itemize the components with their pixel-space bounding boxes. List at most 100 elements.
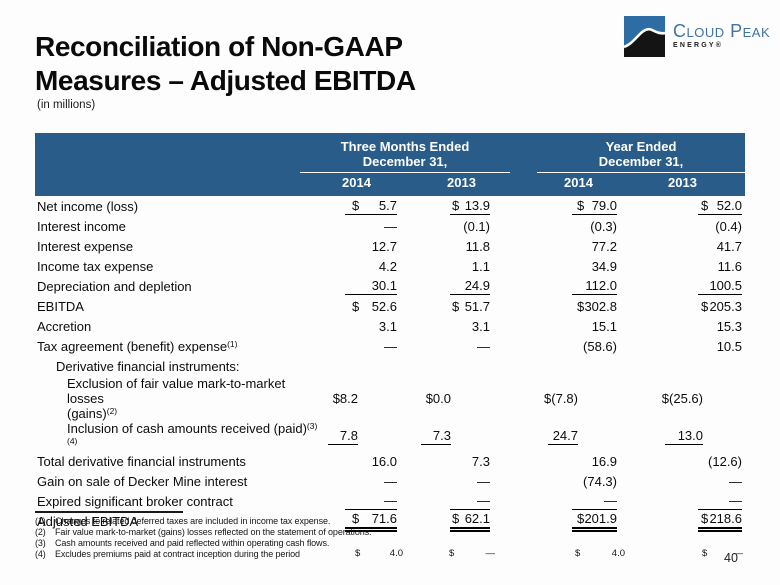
footnote-text: Cash amounts received and paid reflected… (55, 538, 330, 548)
column-year-header: 2013 (447, 175, 476, 190)
footnote: (4) Excludes premiums paid at contract in… (35, 549, 745, 560)
column-year-header: 2013 (668, 175, 697, 190)
cell-value: — (729, 473, 742, 489)
footnote4-value-group: $ — (702, 548, 743, 559)
table-row: Income tax expense 4.2 1.1 34.9 11.6 (35, 256, 745, 276)
cell-value: 11.6 (717, 258, 742, 274)
cell-value: 77.2 (591, 238, 617, 254)
currency-symbol: $ (702, 548, 708, 559)
cell-value: 30.1 (320, 276, 400, 296)
cell-value: (0.3) (590, 218, 617, 234)
cell-value (320, 356, 400, 376)
cell-value: 15.1 (591, 318, 617, 334)
table-row: Derivative financial instruments: (35, 356, 745, 376)
cell-value: $205.3 (701, 298, 742, 314)
row-label: Adjusted EBITDA (37, 514, 139, 529)
cell-value: — (620, 491, 745, 511)
title-line-2: Measures – Adjusted EBITDA (35, 65, 416, 96)
row-label: Tax agreement (benefit) expense(1) (37, 338, 238, 354)
table-row: Interest income — (0.1) (0.3) (0.4) (35, 216, 745, 236)
footnote-number: (1) (35, 516, 46, 526)
footnote4-value-group: $ — (449, 548, 495, 559)
cell-value: 11.8 (465, 238, 490, 254)
footnotes-list: (1) Changes to related deferred taxes are… (35, 516, 745, 560)
cell-value: $218.6 (620, 511, 745, 532)
cell-value: $201.9 (493, 511, 620, 532)
row-label: Inclusion of cash amounts received (paid… (67, 421, 318, 446)
cell-value: $13.9 (450, 197, 490, 215)
table-row: Accretion 3.1 3.1 15.1 15.3 (35, 316, 745, 336)
row-label: Exclusion of fair value mark-to-market l… (67, 376, 286, 421)
footnote4-value-group: $4.0 (355, 548, 403, 559)
cell-value (400, 356, 493, 376)
reconciliation-table-body: Net income (loss) $5.7 $13.9 $79.0 $52.0 Inte… (35, 196, 745, 532)
column-group-three-months-ended: Three Months Ended December 31, (300, 139, 510, 173)
cell-value: $52.6 (352, 298, 397, 314)
cell-value: — (384, 218, 397, 234)
row-label: Depreciation and depletion (37, 278, 192, 294)
table-row: Tax agreement (benefit) expense(1) — — (58.… (35, 336, 745, 356)
page-number: 40 (724, 551, 738, 565)
table-row: EBITDA $52.6 $51.7 $302.8 $205.3 (35, 296, 745, 316)
currency-symbol: $ (355, 548, 361, 559)
row-label: Net income (loss) (37, 198, 139, 214)
footnote-number: (2) (35, 527, 46, 537)
cell-value: $8.2 (332, 391, 358, 406)
amount: — (733, 548, 744, 559)
cell-value: $51.7 (452, 298, 490, 314)
row-label: Interest income (37, 218, 126, 234)
cell-value: 13.0 (620, 421, 745, 451)
footnote4-value-group: $4.0 (575, 548, 625, 559)
cell-value: — (384, 338, 397, 354)
footnote-number: (3) (35, 538, 46, 548)
table-row: Inclusion of cash amounts received (paid… (35, 421, 745, 451)
cell-value: 3.1 (471, 318, 490, 334)
table-row: Exclusion of fair value mark-to-market l… (35, 376, 745, 421)
company-logo: Cloud Peak ENERGY® (623, 16, 770, 62)
cell-value: 10.5 (716, 338, 742, 354)
amount: 4.0 (389, 548, 403, 559)
row-label: Expired significant broker contract (37, 493, 233, 509)
cell-value: 16.0 (371, 453, 397, 469)
row-label: EBITDA (37, 298, 84, 314)
cell-value: (58.6) (583, 338, 617, 354)
cell-value: — (493, 491, 620, 511)
table-row: Net income (loss) $5.7 $13.9 $79.0 $52.0 (35, 196, 745, 216)
footnote: (3) Cash amounts received and paid reflec… (35, 538, 745, 549)
column-group-label: Three Months Ended (340, 139, 470, 154)
cell-value: 100.5 (620, 276, 745, 296)
cell-value (620, 356, 745, 376)
cell-value (493, 356, 620, 376)
cell-value: (74.3) (583, 473, 617, 489)
row-label: Gain on sale of Decker Mine interest (37, 473, 248, 489)
column-group-sublabel: December 31, (598, 154, 684, 169)
footnote: (1) Changes to related deferred taxes are… (35, 516, 745, 527)
cell-value: 12.7 (371, 238, 397, 254)
page-title: Reconciliation of Non-GAAP Measures – Ad… (35, 30, 416, 98)
row-label: Interest expense (37, 238, 134, 254)
cell-value: $(7.8) (544, 391, 578, 406)
cell-value: (12.6) (708, 453, 742, 469)
table-row: Interest expense 12.7 11.8 77.2 41.7 (35, 236, 745, 256)
cell-value: $62.1 (400, 511, 493, 532)
cell-value: $5.7 (320, 196, 400, 216)
column-group-year-ended: Year Ended December 31, (537, 139, 745, 173)
logo-text: Cloud Peak ENERGY® (673, 16, 770, 49)
row-label: Income tax expense (37, 258, 154, 274)
cell-value: 24.7 (493, 421, 620, 451)
amount: — (485, 548, 496, 559)
cell-value: 3.1 (378, 318, 397, 334)
currency-symbol: $ (575, 548, 581, 559)
table-row: Expired significant broker contract — — — — (35, 491, 745, 511)
mountain-ridge-icon (623, 16, 666, 62)
footnote-text: Fair value mark-to-market (gains) losses… (55, 527, 372, 537)
table-header: Three Months Ended December 31, Year End… (35, 133, 745, 196)
cell-value: $0.0 (425, 391, 451, 406)
column-year-header: 2014 (564, 175, 593, 190)
table-row: Depreciation and depletion 30.1 24.9 112.0 1… (35, 276, 745, 296)
row-label: Accretion (37, 318, 92, 334)
cell-value: $(25.6) (661, 391, 703, 406)
footnote: (2) Fair value mark-to-market (gains) los… (35, 527, 745, 538)
cell-value: 16.9 (591, 453, 617, 469)
